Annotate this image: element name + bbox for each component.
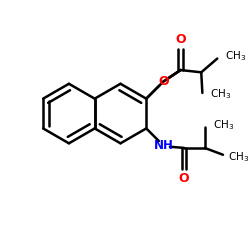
Text: CH$_3$: CH$_3$ [213,118,234,132]
Text: O: O [175,33,186,46]
Text: O: O [158,75,169,88]
Text: CH$_3$: CH$_3$ [210,87,232,101]
Text: CH$_3$: CH$_3$ [225,50,246,63]
Text: O: O [179,172,189,185]
Text: NH: NH [154,139,174,152]
Text: CH$_3$: CH$_3$ [228,150,249,164]
